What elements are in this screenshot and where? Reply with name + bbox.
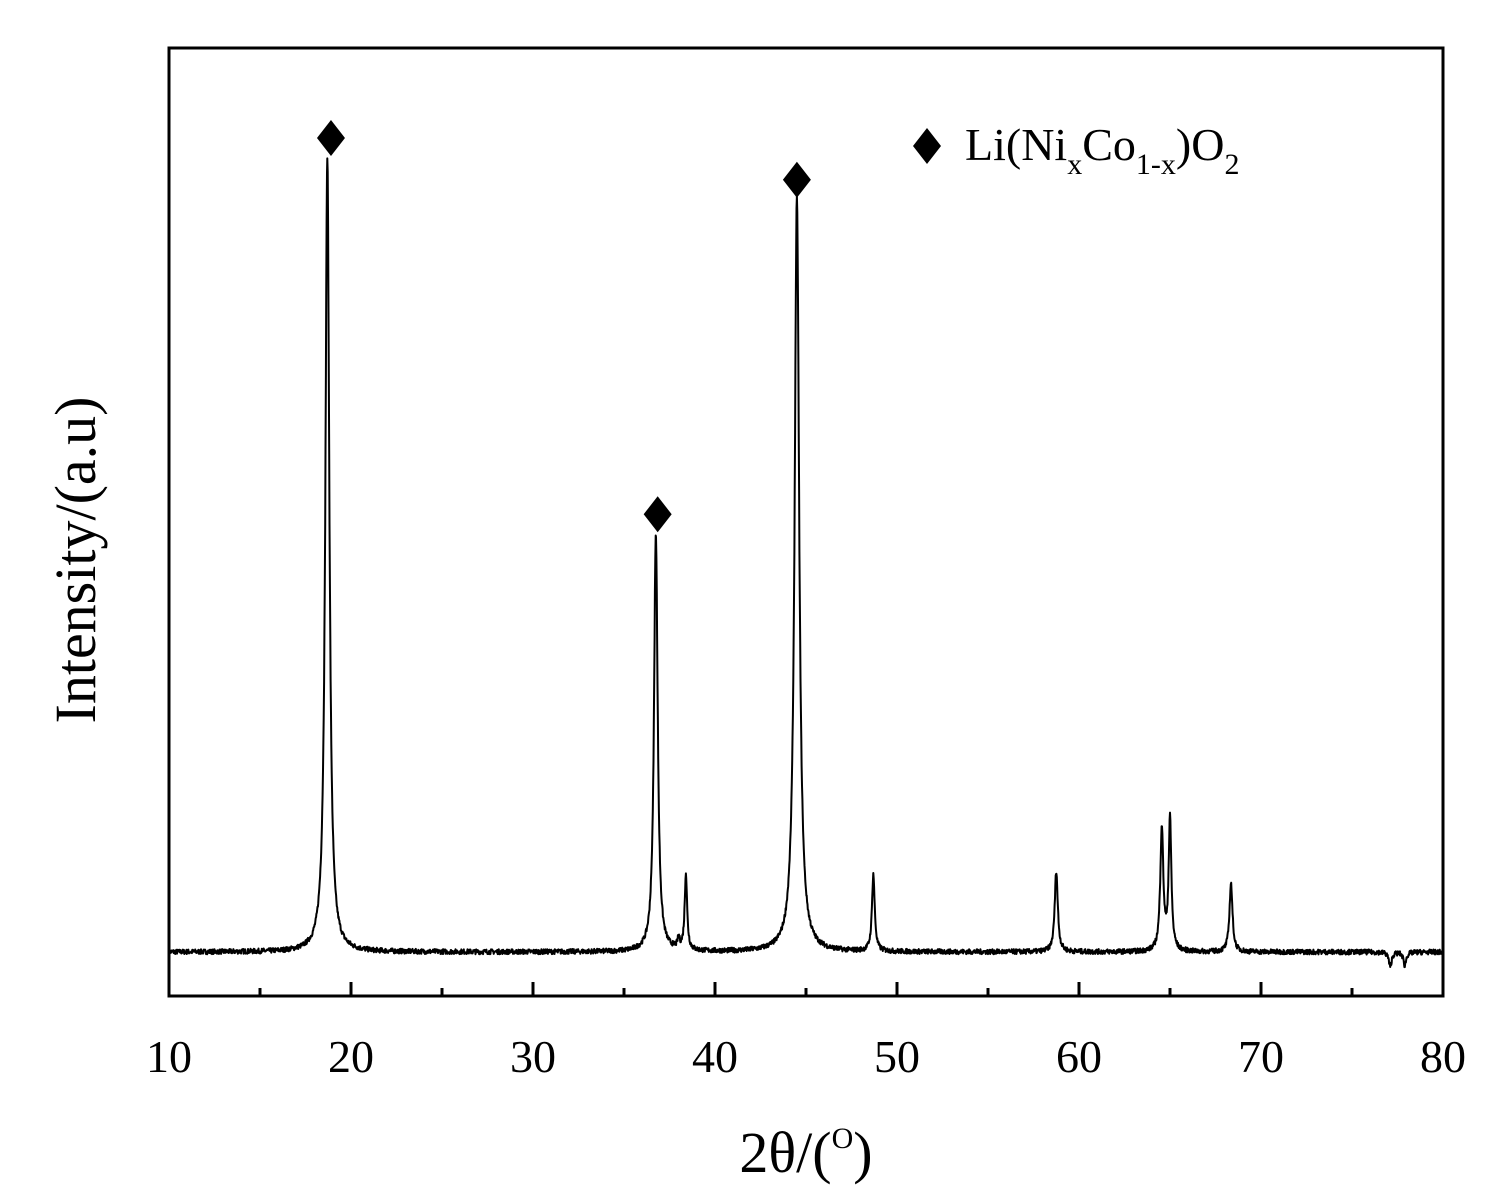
peak-markers	[316, 120, 811, 533]
plot-frame	[167, 46, 1445, 998]
x-axis-ticks	[167, 982, 1445, 996]
legend-diamond-marker	[913, 128, 941, 164]
x-tick-label: 20	[328, 1031, 374, 1082]
x-tick-label: 50	[874, 1031, 920, 1082]
peak-marker-diamond	[782, 161, 811, 198]
x-tick-label: 30	[510, 1031, 556, 1082]
series-line-li-ni-co-o2	[168, 157, 1444, 969]
peak-marker-diamond	[316, 120, 345, 156]
x-axis-title: 2θ/(O)	[739, 1120, 872, 1185]
x-tick-label: 70	[1238, 1031, 1284, 1082]
x-tick-label: 60	[1056, 1031, 1102, 1082]
peak-marker-diamond	[643, 496, 672, 533]
x-axis-tick-labels: 10 20 30 40 50 60 70 80	[146, 1031, 1466, 1082]
legend-label: Li(NixCo1-x)O2	[965, 119, 1239, 181]
legend: Li(NixCo1-x)O2	[913, 119, 1239, 181]
x-tick-label: 10	[146, 1031, 192, 1082]
x-tick-label: 80	[1420, 1031, 1466, 1082]
x-tick-label: 40	[692, 1031, 738, 1082]
y-axis-title: Intensity/(a.u)	[43, 397, 108, 724]
